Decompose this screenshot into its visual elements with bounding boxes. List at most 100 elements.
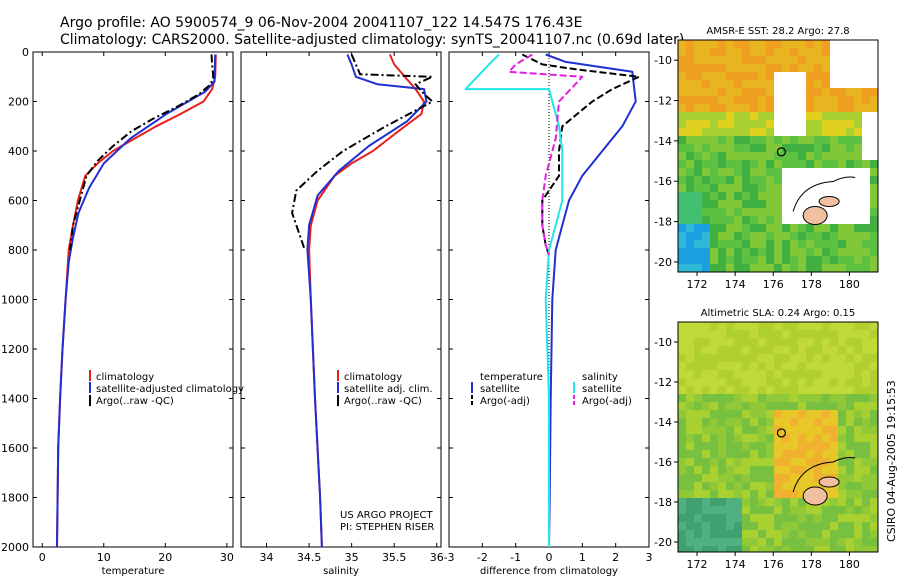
- y-tick-label: 1600: [1, 442, 29, 455]
- map-cell: [686, 264, 694, 272]
- x-tick-label: -1: [510, 551, 521, 564]
- map-cell: [822, 442, 830, 450]
- map-cell: [798, 56, 806, 64]
- map-cell: [822, 96, 830, 104]
- map-cell: [782, 104, 790, 112]
- map-cell: [846, 538, 854, 546]
- map-cell: [694, 184, 702, 192]
- map-cell: [822, 418, 830, 426]
- x-tick-label: 3: [646, 551, 653, 564]
- map-cell: [870, 160, 878, 168]
- map-cell: [766, 370, 774, 378]
- map-cell: [718, 322, 726, 330]
- map-cell: [814, 136, 822, 144]
- map-cell: [742, 200, 750, 208]
- map-cell: [710, 482, 718, 490]
- map-cell: [774, 394, 782, 402]
- map-cell: [702, 482, 710, 490]
- map-cell: [782, 538, 790, 546]
- island-shape: [818, 196, 840, 208]
- map-cell: [694, 442, 702, 450]
- map-cell: [742, 362, 750, 370]
- map-cell: [790, 410, 798, 418]
- map-cell: [830, 354, 838, 362]
- map-cell: [686, 256, 694, 264]
- map-cell: [854, 232, 862, 240]
- map-cell: [678, 482, 686, 490]
- map-cell: [734, 104, 742, 112]
- map-cell: [854, 546, 862, 552]
- map-cell: [678, 386, 686, 394]
- map-cell: [758, 200, 766, 208]
- map-cell: [702, 530, 710, 538]
- map-cell: [782, 362, 790, 370]
- map-cell: [678, 136, 686, 144]
- map-cell: [766, 402, 774, 410]
- map-cell: [846, 216, 854, 224]
- map-cell: [870, 474, 878, 482]
- map-cell: [790, 466, 798, 474]
- map-cell: [830, 546, 838, 552]
- map-cell: [686, 40, 694, 48]
- map-cell: [830, 256, 838, 264]
- map-cell: [814, 160, 822, 168]
- map-cell: [846, 184, 854, 192]
- map-cell: [758, 176, 766, 184]
- map-cell: [862, 192, 870, 200]
- map-cell: [830, 264, 838, 272]
- map-cell: [726, 522, 734, 530]
- map-cell: [846, 370, 854, 378]
- map-cell: [774, 514, 782, 522]
- map-cell: [710, 394, 718, 402]
- map-cell: [814, 426, 822, 434]
- map-cell: [798, 530, 806, 538]
- map-cell: [710, 208, 718, 216]
- map-cell: [798, 394, 806, 402]
- map-cell: [718, 104, 726, 112]
- map-cell: [806, 338, 814, 346]
- map-cell: [718, 354, 726, 362]
- map-cell: [694, 240, 702, 248]
- series-line-black: [521, 53, 640, 256]
- map-cell: [790, 322, 798, 330]
- map-cell: [678, 72, 686, 80]
- map-cell: [758, 538, 766, 546]
- timestamp-label: CSIRO 04-Aug-2005 19:15:53: [885, 380, 898, 542]
- map-cell: [862, 128, 870, 136]
- map-cell: [854, 506, 862, 514]
- map-cell: [798, 144, 806, 152]
- map-cell: [798, 176, 806, 184]
- map-cell: [862, 56, 870, 64]
- map-cell: [806, 402, 814, 410]
- map-cell: [742, 530, 750, 538]
- map-cell: [806, 514, 814, 522]
- map-cell: [710, 474, 718, 482]
- map-title: AMSR-E SST: 28.2 Argo: 27.8: [706, 26, 849, 37]
- map-cell: [798, 88, 806, 96]
- map-cell: [814, 418, 822, 426]
- map-cell: [790, 72, 798, 80]
- map-cell: [734, 330, 742, 338]
- map-cell: [694, 378, 702, 386]
- map-cell: [782, 410, 790, 418]
- map-cell: [838, 402, 846, 410]
- map-cell: [838, 466, 846, 474]
- reef-outline: [792, 176, 856, 212]
- map-cell: [702, 426, 710, 434]
- map-cell: [854, 192, 862, 200]
- map-cell: [798, 104, 806, 112]
- map-cell: [806, 482, 814, 490]
- x-tick-label: 34: [260, 551, 274, 564]
- map-cell: [694, 434, 702, 442]
- map-cell: [798, 208, 806, 216]
- map-cell: [822, 514, 830, 522]
- map-cell: [750, 466, 758, 474]
- map-cell: [758, 410, 766, 418]
- map-cell: [766, 152, 774, 160]
- map-cell: [830, 208, 838, 216]
- map-cell: [822, 176, 830, 184]
- map-cell: [766, 176, 774, 184]
- map-cell: [758, 338, 766, 346]
- map-cell: [678, 128, 686, 136]
